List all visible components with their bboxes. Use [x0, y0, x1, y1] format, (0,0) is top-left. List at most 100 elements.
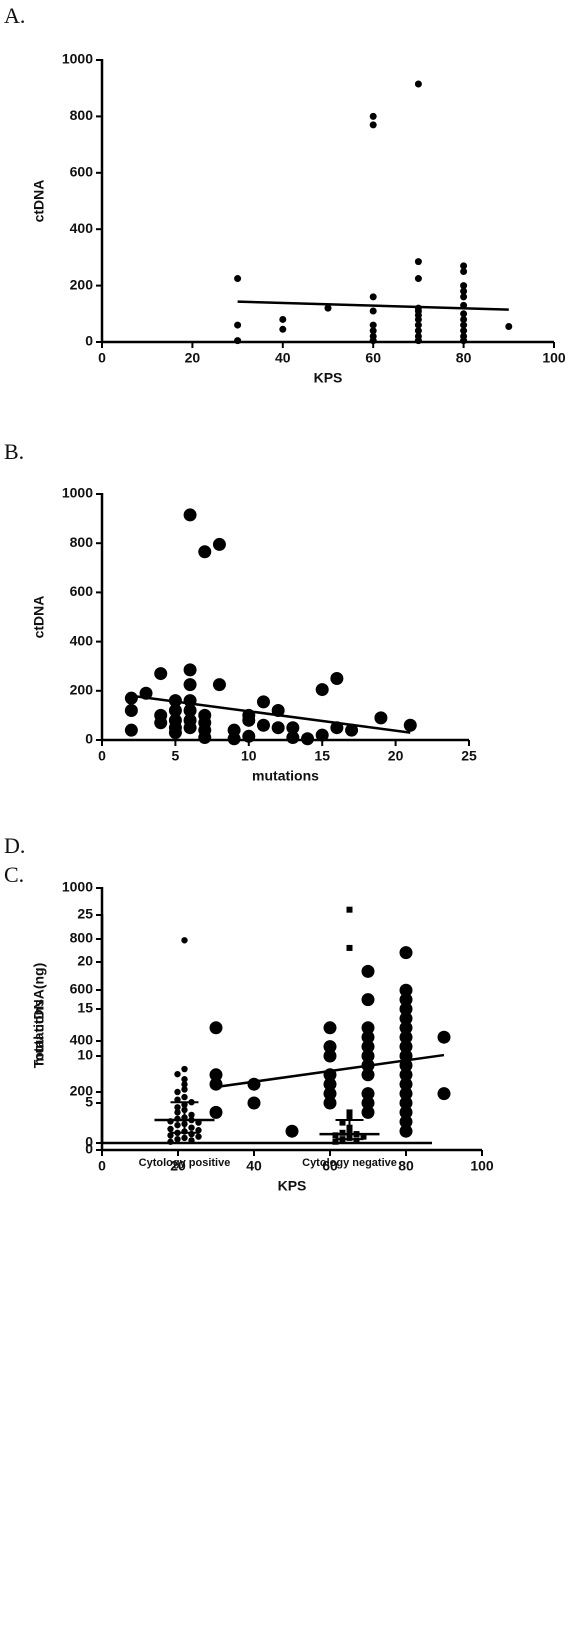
- point: [399, 1096, 413, 1110]
- x-tick-label: 80: [398, 1158, 414, 1174]
- y-tick-label: 15: [77, 1000, 93, 1016]
- point: [256, 695, 270, 709]
- point: [399, 993, 413, 1007]
- point: [399, 1030, 413, 1044]
- point: [181, 1093, 188, 1101]
- point: [174, 1121, 181, 1129]
- x-tick-label: 15: [314, 748, 330, 764]
- point: [209, 1077, 223, 1091]
- point: [212, 537, 226, 551]
- point: [279, 325, 287, 333]
- x-axis-title: mutations: [252, 768, 319, 784]
- x-tick-label: 20: [170, 1158, 186, 1174]
- point: [332, 1138, 339, 1145]
- point: [174, 1070, 181, 1078]
- point: [279, 315, 287, 323]
- point: [460, 321, 468, 329]
- point: [361, 1049, 375, 1063]
- point: [188, 1124, 195, 1131]
- point: [369, 293, 377, 301]
- point: [323, 1087, 337, 1101]
- panel-label: C.: [4, 862, 24, 887]
- point: [167, 1138, 174, 1145]
- point: [460, 293, 468, 301]
- point: [242, 713, 256, 727]
- point: [183, 508, 197, 522]
- x-tick-label: 100: [542, 350, 566, 366]
- point: [369, 337, 377, 345]
- point: [399, 1105, 413, 1119]
- point: [174, 1104, 181, 1111]
- point: [460, 287, 468, 295]
- point: [399, 1040, 413, 1054]
- point: [286, 731, 300, 745]
- point: [339, 1119, 346, 1126]
- point: [361, 1087, 375, 1101]
- point: [181, 1076, 188, 1083]
- point: [181, 1081, 188, 1088]
- x-tick-label: 25: [461, 748, 477, 764]
- y-tick-label: 0: [85, 1141, 93, 1157]
- x-tick-label: Cytology positive: [139, 1157, 231, 1169]
- point: [209, 1105, 223, 1119]
- point: [414, 315, 422, 323]
- point: [181, 1134, 188, 1142]
- y-tick-label: 600: [70, 981, 94, 997]
- point: [247, 1077, 261, 1091]
- point: [360, 1133, 367, 1140]
- point: [460, 282, 468, 290]
- trendline: [237, 300, 509, 311]
- point: [212, 678, 226, 692]
- y-axis-title: Total ctDNA(ng): [31, 963, 47, 1069]
- point: [188, 1111, 195, 1119]
- point: [346, 906, 353, 913]
- point: [460, 268, 468, 275]
- point: [361, 1105, 375, 1119]
- y-tick-label: 200: [70, 1083, 94, 1099]
- point: [399, 1087, 413, 1101]
- x-tick-label: 5: [172, 748, 180, 764]
- y-tick-label: 600: [70, 164, 94, 180]
- point: [256, 718, 270, 732]
- point: [234, 321, 242, 329]
- point: [403, 718, 417, 732]
- point: [323, 1049, 337, 1063]
- point: [414, 321, 422, 329]
- point: [174, 1109, 181, 1116]
- y-axis-title: ctDNA: [31, 596, 47, 639]
- point: [183, 721, 197, 735]
- point: [437, 1087, 451, 1101]
- y-tick-label: 1000: [62, 485, 93, 501]
- point: [399, 946, 413, 960]
- y-tick-label: 800: [70, 930, 94, 946]
- point: [271, 721, 285, 735]
- point: [198, 545, 212, 559]
- point: [369, 112, 377, 120]
- point: [195, 1133, 202, 1140]
- point: [414, 337, 422, 345]
- trendline: [131, 694, 411, 734]
- panel-label: B.: [4, 439, 24, 464]
- point: [399, 1124, 413, 1138]
- point: [460, 262, 468, 270]
- point: [414, 80, 422, 88]
- point: [374, 711, 388, 725]
- point: [399, 1077, 413, 1091]
- point: [174, 1135, 181, 1143]
- point: [361, 1021, 375, 1035]
- x-axis-title: KPS: [278, 1178, 307, 1194]
- point: [285, 1124, 299, 1138]
- point: [460, 310, 468, 318]
- point: [124, 723, 138, 737]
- point: [414, 258, 422, 266]
- x-tick-label: Cytology negative: [302, 1157, 397, 1169]
- x-axis-title: KPS: [314, 370, 343, 386]
- point: [399, 983, 413, 997]
- panel-label: A.: [4, 3, 25, 28]
- y-axis-title: ctDNA: [31, 180, 47, 223]
- point: [332, 1132, 339, 1139]
- x-tick-label: 80: [456, 350, 472, 366]
- point: [286, 721, 300, 735]
- point: [399, 1058, 413, 1072]
